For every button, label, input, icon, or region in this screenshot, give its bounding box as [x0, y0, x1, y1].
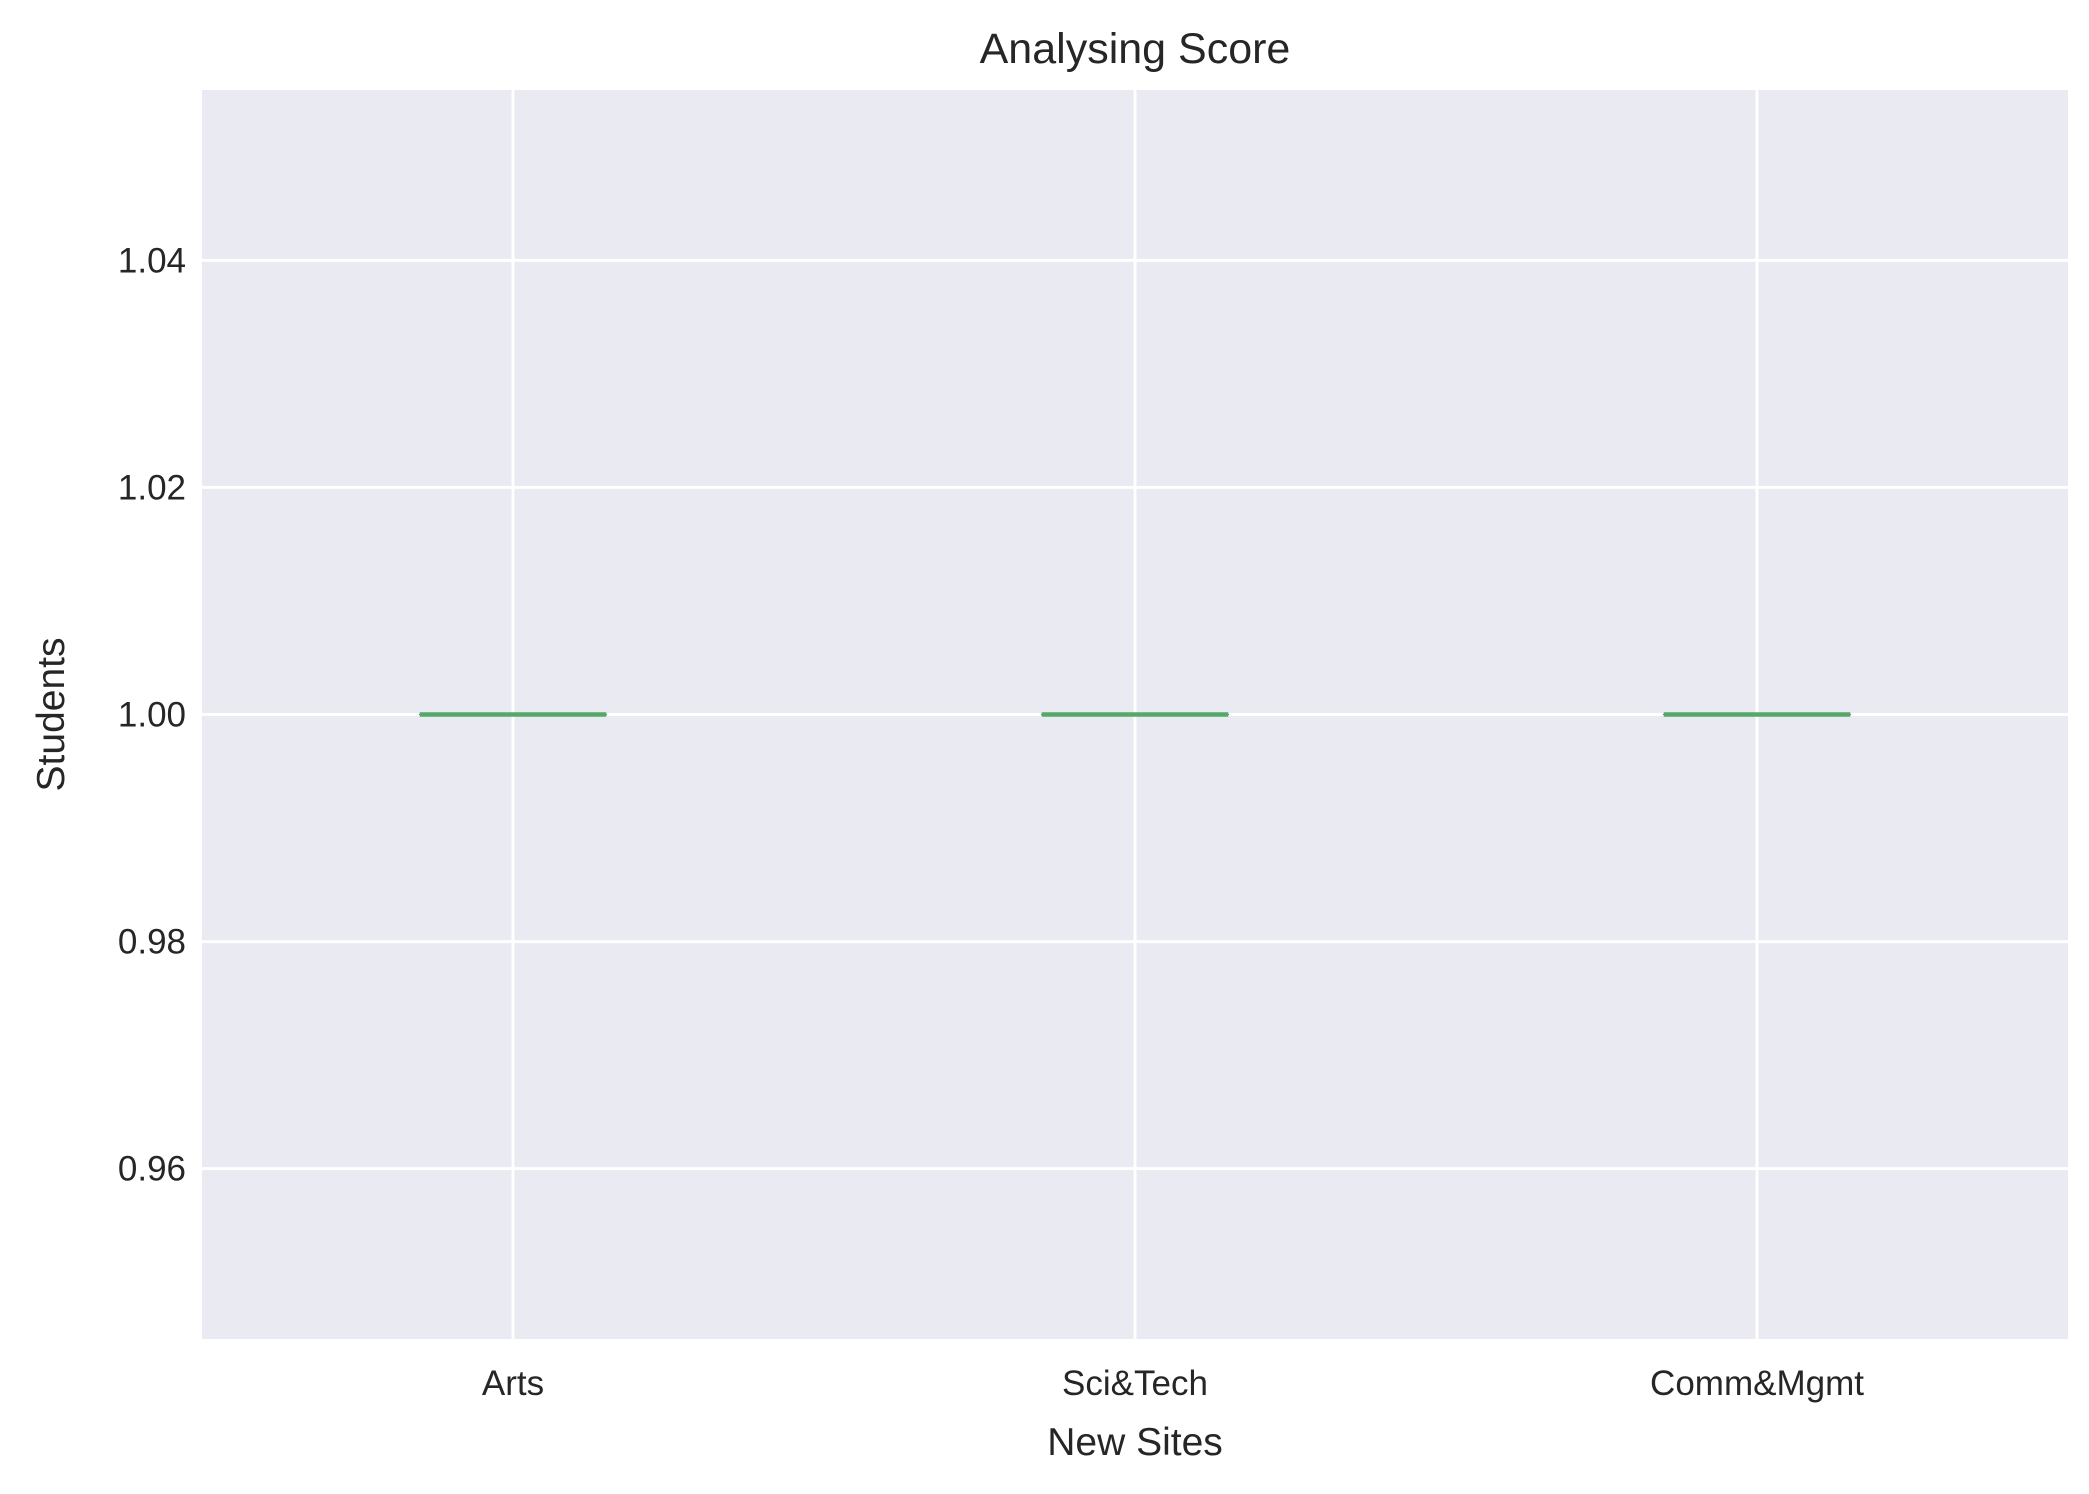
x-axis-label: New Sites [1047, 1421, 1223, 1464]
y-axis-ticks: 0.96 0.98 1.00 1.02 1.04 [118, 241, 186, 1188]
x-tick-label: Arts [482, 1364, 544, 1403]
x-tick-label: Sci&Tech [1062, 1364, 1208, 1403]
y-tick-label: 0.96 [118, 1150, 186, 1189]
x-axis-ticks: Arts Sci&Tech Comm&Mgmt [482, 1364, 1864, 1403]
y-axis-label: Students [30, 638, 73, 792]
y-tick-label: 1.04 [118, 241, 186, 280]
y-tick-label: 0.98 [118, 923, 186, 962]
chart-title: Analysing Score [980, 25, 1291, 73]
y-tick-label: 1.00 [118, 696, 186, 735]
y-tick-label: 1.02 [118, 468, 186, 507]
x-tick-label: Comm&Mgmt [1650, 1364, 1864, 1403]
